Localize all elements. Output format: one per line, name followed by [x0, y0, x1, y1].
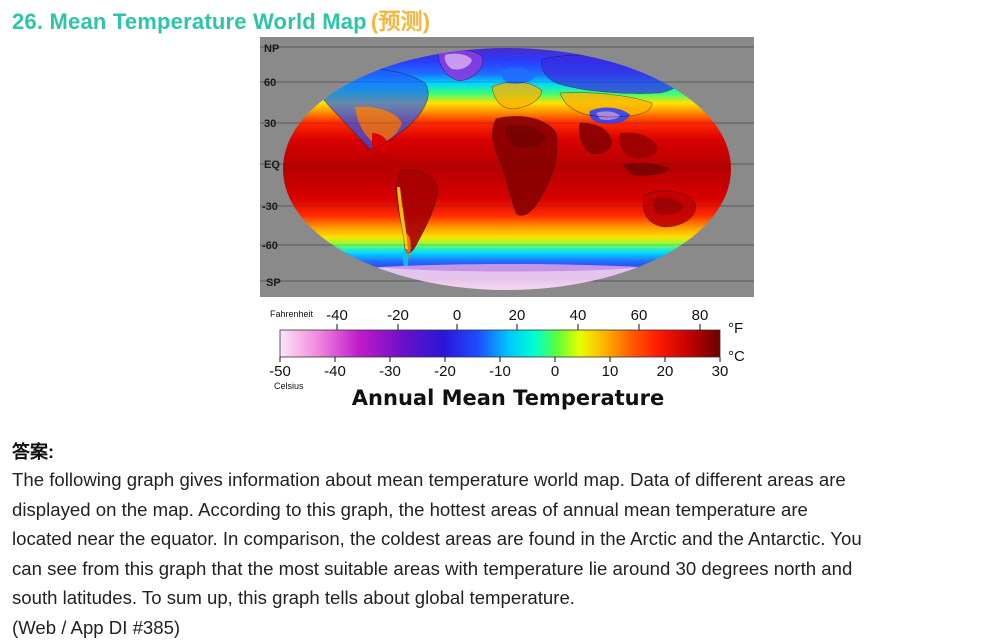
celsius-label: Celsius — [274, 381, 304, 391]
prediction-tag: (预测) — [370, 9, 431, 34]
page-title-text: 26. Mean Temperature World Map — [12, 9, 367, 34]
fahrenheit-unit: °F — [728, 320, 743, 337]
f-tick-40: 40 — [570, 307, 587, 324]
answer-line: can see from this graph that the most su… — [12, 557, 853, 579]
f-tick-0: 0 — [453, 307, 461, 324]
lat-label-sp: SP — [266, 277, 281, 289]
lat-label-60s: -60 — [262, 240, 278, 252]
c-tick-30: 30 — [712, 363, 729, 380]
lat-label-30n: 30 — [264, 118, 276, 130]
answer-text: The following graph gives information ab… — [12, 465, 1002, 643]
c-tick-minus30: -30 — [379, 363, 401, 380]
answer-heading: 答案: — [12, 442, 54, 462]
source-note: (Web / App DI #385) — [12, 616, 181, 638]
f-tick-minus20: -20 — [387, 307, 409, 324]
lat-label-60n: 60 — [264, 77, 276, 89]
fahrenheit-tick-marks — [336, 324, 701, 330]
color-scale-bar — [279, 329, 721, 358]
lat-label-np: NP — [264, 43, 279, 55]
answer-line: south latitudes. To sum up, this graph t… — [12, 587, 575, 609]
lat-label-30s: -30 — [262, 201, 278, 213]
celsius-ticks: -50 -40 -30 -20 -10 0 10 20 30 — [269, 363, 728, 380]
lat-label-eq: EQ — [264, 159, 280, 171]
c-tick-0: 0 — [551, 363, 559, 380]
celsius-tick-marks — [279, 357, 721, 362]
f-tick-20: 20 — [509, 307, 526, 324]
temperature-world-map: NP 60 30 EQ -30 -60 SP — [260, 37, 754, 297]
celsius-unit: °C — [728, 348, 745, 365]
page-title: 26. Mean Temperature World Map (预测) — [12, 4, 430, 36]
answer-line: located near the equator. In comparison,… — [12, 528, 862, 550]
legend-svg: Fahrenheit -40 -20 0 20 40 60 80 °F — [269, 307, 745, 410]
fahrenheit-label: Fahrenheit — [270, 309, 314, 319]
globe — [283, 48, 731, 290]
answer-line: displayed on the map. According to this … — [12, 498, 808, 520]
c-tick-minus50: -50 — [269, 363, 291, 380]
f-tick-minus40: -40 — [326, 307, 348, 324]
c-tick-minus10: -10 — [489, 363, 511, 380]
f-tick-80: 80 — [692, 307, 709, 324]
answer-line: The following graph gives information ab… — [12, 469, 846, 490]
map-svg: NP 60 30 EQ -30 -60 SP — [260, 43, 754, 290]
c-tick-20: 20 — [657, 363, 674, 380]
c-tick-minus20: -20 — [434, 363, 456, 380]
c-tick-10: 10 — [602, 363, 619, 380]
temperature-legend: Fahrenheit -40 -20 0 20 40 60 80 °F — [262, 300, 754, 418]
c-tick-minus40: -40 — [324, 363, 346, 380]
f-tick-60: 60 — [631, 307, 648, 324]
legend-title: Annual Mean Temperature — [352, 386, 664, 410]
fahrenheit-ticks: -40 -20 0 20 40 60 80 — [326, 307, 708, 324]
